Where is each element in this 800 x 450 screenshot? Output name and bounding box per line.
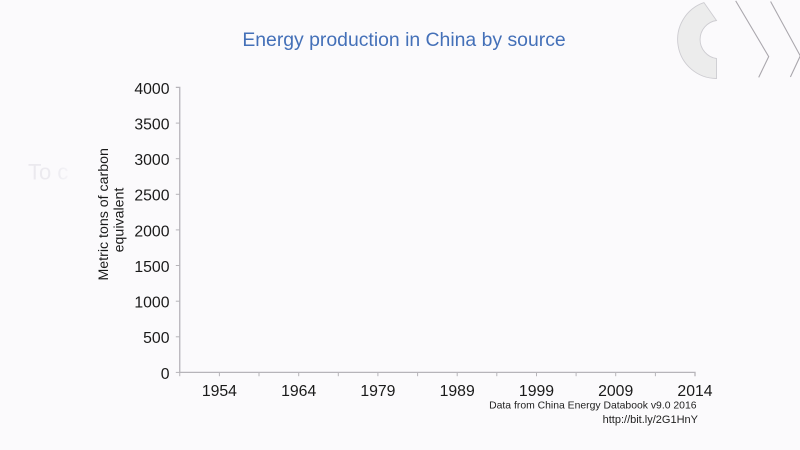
svg-text:http://bit.ly/2G1HnY: http://bit.ly/2G1HnY — [603, 414, 699, 426]
svg-text:Metric tons of carbon: Metric tons of carbon — [96, 148, 112, 280]
svg-text:equivalent: equivalent — [112, 188, 128, 253]
svg-text:1989: 1989 — [440, 383, 475, 400]
svg-text:2500: 2500 — [134, 188, 169, 205]
svg-text:1954: 1954 — [202, 383, 237, 400]
svg-text:3500: 3500 — [134, 117, 169, 134]
svg-text:2000: 2000 — [134, 223, 169, 240]
svg-text:500: 500 — [143, 330, 170, 347]
svg-text:2014: 2014 — [677, 383, 712, 400]
svg-text:4000: 4000 — [134, 81, 169, 98]
svg-text:Energy production in China by: Energy production in China by source — [242, 29, 565, 51]
svg-text:1999: 1999 — [519, 383, 554, 400]
svg-text:3000: 3000 — [134, 152, 169, 169]
svg-text:2009: 2009 — [598, 383, 633, 400]
svg-text:1979: 1979 — [360, 383, 395, 400]
svg-text:To c: To c — [28, 160, 68, 185]
svg-text:1500: 1500 — [134, 259, 169, 276]
svg-text:1964: 1964 — [281, 383, 316, 400]
svg-text:0: 0 — [161, 366, 170, 383]
svg-text:1000: 1000 — [134, 295, 169, 312]
svg-text:Data from China Energy Databoo: Data from China Energy Databook v9.0 201… — [489, 401, 697, 412]
